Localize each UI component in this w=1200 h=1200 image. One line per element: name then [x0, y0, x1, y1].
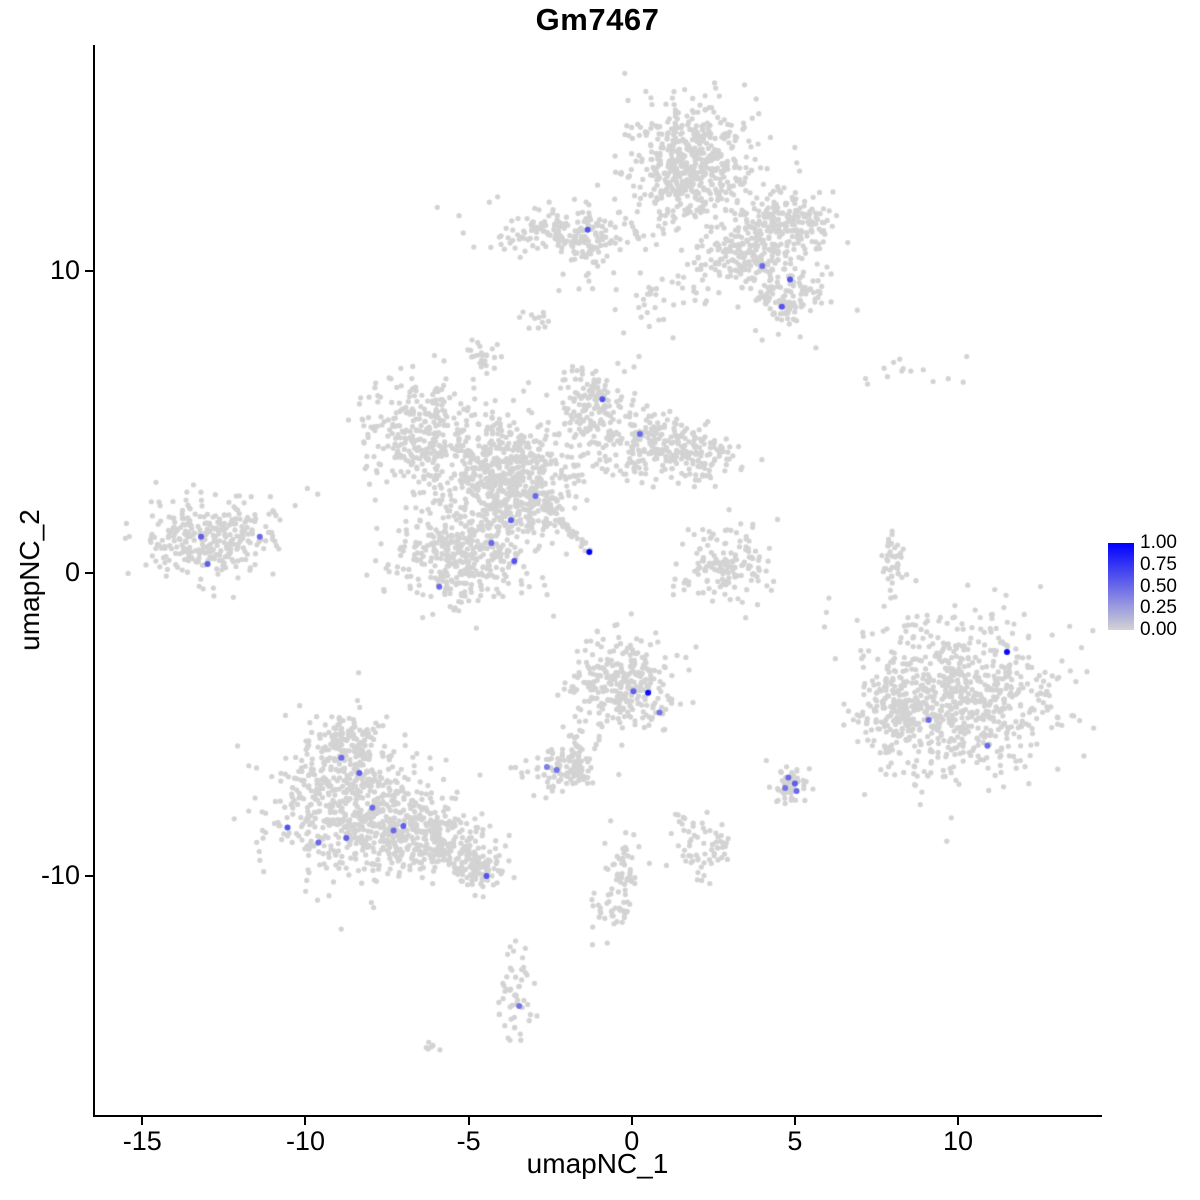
x-tick-mark: [467, 1117, 470, 1125]
colorbar-gradient: [1108, 543, 1134, 630]
y-tick-label: 10: [49, 254, 80, 285]
colorbar-tick-label: 0.25: [1140, 597, 1177, 619]
colorbar-tick-label: 1.00: [1140, 532, 1177, 553]
x-tick-mark: [630, 1117, 633, 1125]
y-tick-mark: [85, 874, 93, 877]
x-tick-mark: [304, 1117, 307, 1125]
colorbar-tick-label: 0.75: [1140, 553, 1177, 575]
colorbar-tick-label: 0.50: [1140, 575, 1177, 597]
x-tick-mark: [141, 1117, 144, 1125]
x-tick-label: 0: [624, 1126, 640, 1156]
y-tick-mark: [85, 572, 93, 575]
x-tick-label: -5: [456, 1126, 481, 1156]
y-tick-label: -10: [40, 859, 80, 890]
x-tick-label: -10: [285, 1126, 325, 1156]
y-tick-mark: [85, 269, 93, 272]
x-axis-label: umapNC_1: [526, 1148, 669, 1179]
colorbar-tick-label: 0.00: [1140, 619, 1177, 640]
x-tick-label: 10: [943, 1126, 974, 1156]
y-tick-label: 0: [64, 557, 80, 588]
x-tick-mark: [793, 1117, 796, 1125]
y-axis-line: [93, 45, 95, 1117]
plot-title: Gm7467: [535, 2, 660, 37]
x-tick-mark: [957, 1117, 960, 1125]
x-tick-label: -15: [122, 1126, 162, 1156]
x-axis-line: [93, 1115, 1102, 1117]
x-tick-label: 5: [787, 1126, 803, 1156]
